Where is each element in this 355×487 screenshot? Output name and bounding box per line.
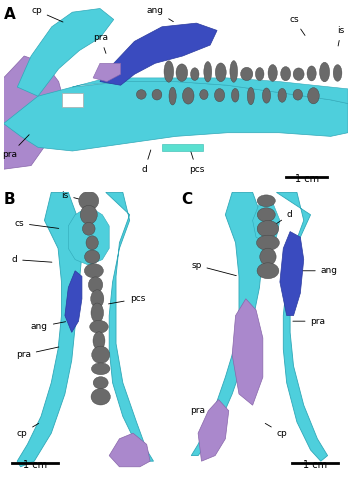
Polygon shape [62, 93, 83, 107]
Ellipse shape [308, 88, 319, 104]
Ellipse shape [214, 89, 225, 102]
Text: ang: ang [31, 322, 66, 331]
Text: pra: pra [2, 135, 29, 159]
Text: 1 cm: 1 cm [295, 174, 319, 184]
Ellipse shape [241, 67, 253, 80]
Ellipse shape [91, 290, 104, 308]
Ellipse shape [260, 248, 276, 265]
Ellipse shape [230, 61, 237, 82]
Polygon shape [93, 63, 121, 81]
Polygon shape [65, 271, 82, 332]
Text: pra: pra [93, 33, 108, 54]
Text: d: d [11, 255, 52, 264]
Ellipse shape [333, 65, 342, 81]
Ellipse shape [293, 89, 302, 100]
Text: pra: pra [293, 317, 326, 326]
Ellipse shape [257, 263, 279, 279]
Polygon shape [162, 144, 203, 151]
Text: ang: ang [147, 6, 173, 21]
Polygon shape [280, 232, 304, 316]
Polygon shape [4, 56, 66, 169]
Polygon shape [17, 192, 82, 467]
Ellipse shape [215, 63, 226, 82]
Text: ang: ang [300, 266, 338, 275]
Ellipse shape [262, 88, 271, 103]
Ellipse shape [84, 250, 100, 263]
Text: d: d [275, 210, 293, 225]
Ellipse shape [164, 61, 174, 82]
Ellipse shape [86, 236, 98, 250]
Polygon shape [4, 81, 348, 151]
Ellipse shape [255, 68, 264, 80]
Ellipse shape [281, 67, 291, 81]
Text: cp: cp [17, 423, 39, 438]
Text: d: d [142, 150, 151, 174]
Ellipse shape [93, 377, 108, 389]
Ellipse shape [79, 191, 99, 210]
Ellipse shape [84, 263, 103, 278]
Ellipse shape [88, 277, 103, 293]
Ellipse shape [257, 195, 275, 206]
Ellipse shape [320, 62, 330, 82]
Ellipse shape [90, 320, 108, 333]
Text: cp: cp [265, 423, 287, 438]
Ellipse shape [247, 87, 255, 105]
Ellipse shape [92, 346, 110, 363]
Polygon shape [253, 198, 280, 243]
Ellipse shape [82, 223, 95, 235]
Polygon shape [68, 206, 109, 265]
Ellipse shape [307, 66, 316, 81]
Polygon shape [191, 192, 263, 456]
Polygon shape [198, 399, 229, 461]
Ellipse shape [293, 68, 304, 80]
Ellipse shape [91, 389, 110, 405]
Ellipse shape [257, 235, 279, 250]
Text: cp: cp [31, 6, 63, 22]
Polygon shape [277, 192, 328, 461]
Ellipse shape [152, 89, 162, 100]
Text: A: A [4, 7, 15, 22]
Polygon shape [109, 433, 150, 467]
Ellipse shape [268, 65, 277, 81]
Text: pra: pra [16, 347, 59, 359]
Ellipse shape [136, 90, 146, 99]
Text: sp: sp [191, 261, 236, 276]
Text: pra: pra [126, 444, 148, 457]
Ellipse shape [204, 61, 212, 82]
Text: pra: pra [190, 406, 219, 416]
Text: cs: cs [14, 219, 59, 228]
Text: pcs: pcs [189, 150, 204, 174]
Ellipse shape [231, 89, 239, 102]
Text: B: B [4, 192, 15, 207]
Ellipse shape [200, 90, 208, 99]
Text: pcs: pcs [109, 294, 145, 304]
Ellipse shape [278, 88, 286, 102]
Text: 1 cm: 1 cm [23, 460, 47, 469]
Ellipse shape [92, 363, 110, 375]
Ellipse shape [191, 68, 199, 80]
Ellipse shape [93, 332, 105, 350]
Text: is: is [61, 191, 83, 200]
Ellipse shape [169, 87, 176, 105]
Polygon shape [72, 78, 348, 104]
Ellipse shape [176, 64, 188, 81]
Ellipse shape [257, 208, 275, 222]
Text: 1 cm: 1 cm [303, 460, 327, 469]
Ellipse shape [182, 88, 194, 104]
Polygon shape [17, 9, 114, 96]
Ellipse shape [80, 206, 97, 224]
Ellipse shape [91, 303, 104, 322]
Text: cs: cs [289, 15, 305, 36]
Polygon shape [106, 192, 153, 461]
Text: is: is [338, 26, 345, 46]
Text: C: C [181, 192, 192, 207]
Polygon shape [232, 299, 263, 405]
Ellipse shape [257, 221, 279, 237]
Polygon shape [100, 23, 217, 85]
